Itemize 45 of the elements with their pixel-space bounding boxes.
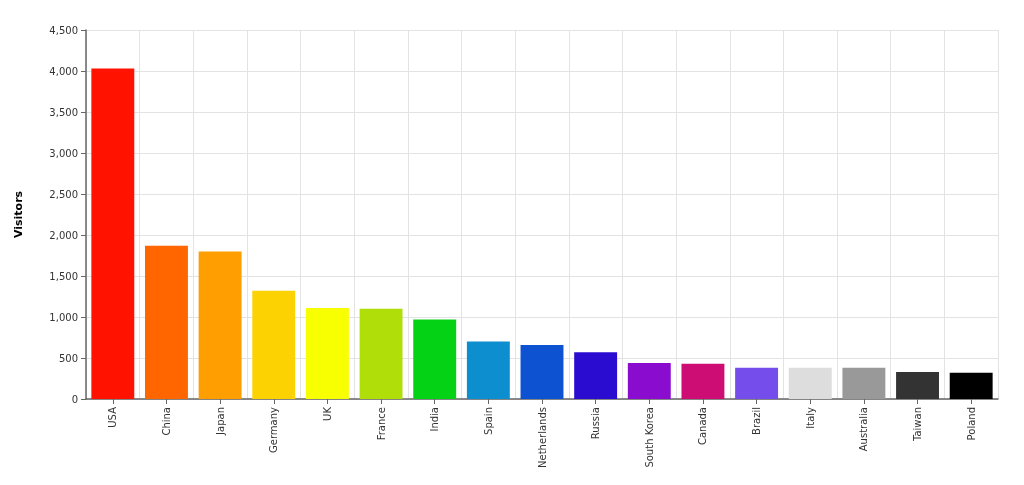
x-tick-label: Poland — [965, 407, 977, 441]
x-tick-label: Spain — [482, 407, 494, 435]
bar — [949, 372, 993, 399]
x-tick-label: Russia — [590, 407, 602, 440]
y-tick-label: 1,500 — [49, 270, 78, 282]
x-tick-label: Brazil — [751, 407, 763, 435]
bar — [252, 290, 296, 399]
x-tick-label: Japan — [214, 407, 226, 436]
x-tick-label: France — [375, 407, 387, 441]
y-tick-label: 4,000 — [49, 65, 78, 77]
x-tick-label: South Korea — [643, 407, 655, 468]
y-tick-label: 0 — [71, 393, 78, 405]
bar — [574, 352, 618, 399]
y-tick-label: 4,500 — [49, 24, 78, 36]
x-tick-label: Germany — [268, 406, 280, 453]
bar — [145, 245, 188, 399]
x-tick-label: Taiwan — [912, 407, 924, 443]
bar — [359, 308, 403, 399]
bar — [520, 344, 564, 399]
bar — [681, 363, 725, 399]
y-tick-label: 2,000 — [49, 229, 78, 241]
x-tick-label: USA — [107, 406, 119, 428]
x-tick-label: UK — [321, 406, 333, 421]
x-tick-label: Canada — [697, 407, 709, 446]
bar — [305, 307, 349, 399]
bar — [842, 367, 886, 399]
x-tick-label: Netherlands — [536, 407, 548, 468]
bar — [91, 68, 135, 399]
bar — [198, 251, 242, 399]
bar — [896, 371, 939, 399]
bar — [466, 341, 510, 399]
y-tick-label: 2,500 — [49, 188, 78, 200]
x-tick-label: Italy — [804, 406, 816, 429]
bar — [627, 362, 671, 399]
bar — [788, 367, 832, 399]
y-tick-label: 1,000 — [49, 311, 78, 323]
x-tick-label: China — [160, 407, 172, 436]
y-tick-label: 3,000 — [49, 147, 78, 159]
bar — [735, 367, 779, 399]
y-tick-label: 500 — [58, 352, 78, 364]
x-tick-label: Australia — [858, 407, 870, 452]
y-axis-title: Visitors — [12, 190, 25, 239]
bar — [413, 319, 457, 399]
x-tick-label: India — [429, 407, 441, 432]
y-tick-label: 3,500 — [49, 106, 78, 118]
